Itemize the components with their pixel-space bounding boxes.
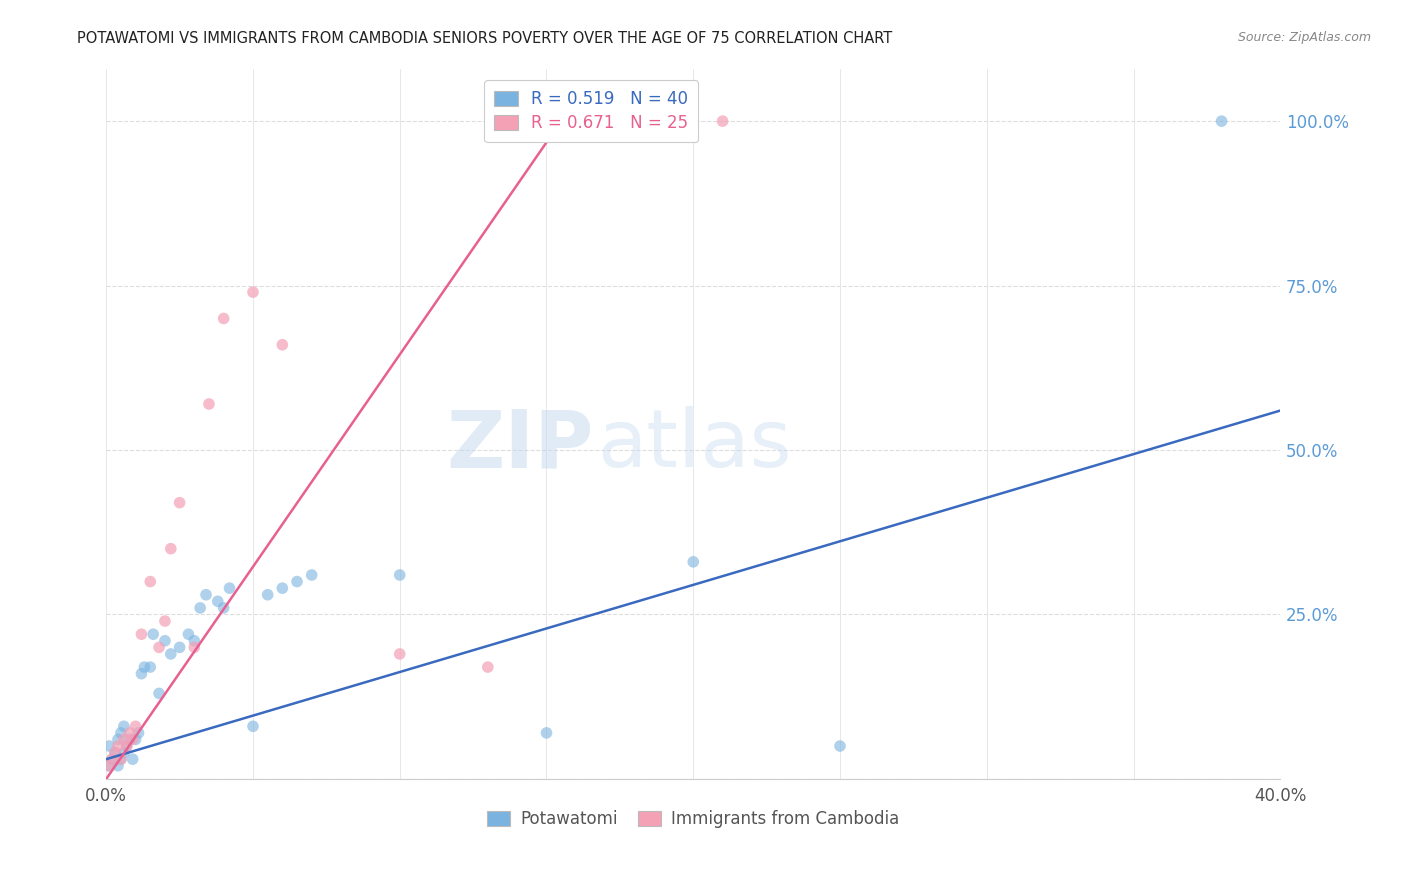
Point	[536, 726, 558, 740]
Point	[242, 285, 264, 300]
Point	[183, 633, 205, 648]
Point	[271, 581, 294, 595]
Point	[183, 640, 205, 655]
Point	[1211, 114, 1233, 128]
Point	[212, 311, 235, 326]
Point	[98, 758, 121, 772]
Point	[112, 732, 135, 747]
Point	[139, 574, 162, 589]
Point	[207, 594, 229, 608]
Point	[110, 726, 132, 740]
Point	[110, 752, 132, 766]
Point	[198, 397, 221, 411]
Point	[301, 568, 323, 582]
Point	[131, 627, 153, 641]
Point	[110, 752, 132, 766]
Point	[112, 746, 135, 760]
Point	[107, 732, 129, 747]
Point	[828, 739, 851, 753]
Legend: Potawatomi, Immigrants from Cambodia: Potawatomi, Immigrants from Cambodia	[481, 803, 905, 835]
Point	[271, 338, 294, 352]
Point	[218, 581, 240, 595]
Text: POTAWATOMI VS IMMIGRANTS FROM CAMBODIA SENIORS POVERTY OVER THE AGE OF 75 CORREL: POTAWATOMI VS IMMIGRANTS FROM CAMBODIA S…	[77, 31, 893, 46]
Point	[142, 627, 165, 641]
Point	[153, 614, 176, 628]
Text: Source: ZipAtlas.com: Source: ZipAtlas.com	[1237, 31, 1371, 45]
Text: ZIP: ZIP	[446, 406, 593, 484]
Point	[159, 647, 181, 661]
Point	[101, 752, 124, 766]
Point	[177, 627, 200, 641]
Point	[212, 600, 235, 615]
Point	[159, 541, 181, 556]
Point	[153, 633, 176, 648]
Point	[148, 686, 170, 700]
Point	[536, 114, 558, 128]
Point	[188, 600, 211, 615]
Point	[388, 647, 411, 661]
Point	[121, 732, 143, 747]
Point	[115, 739, 138, 753]
Point	[118, 726, 141, 740]
Point	[388, 568, 411, 582]
Point	[134, 660, 156, 674]
Point	[124, 719, 146, 733]
Point	[115, 739, 138, 753]
Point	[256, 588, 278, 602]
Point	[107, 739, 129, 753]
Point	[124, 732, 146, 747]
Point	[131, 666, 153, 681]
Point	[128, 726, 150, 740]
Point	[169, 496, 191, 510]
Point	[101, 752, 124, 766]
Point	[711, 114, 734, 128]
Point	[169, 640, 191, 655]
Point	[104, 746, 127, 760]
Point	[285, 574, 308, 589]
Point	[682, 555, 704, 569]
Point	[104, 746, 127, 760]
Point	[121, 752, 143, 766]
Point	[139, 660, 162, 674]
Point	[195, 588, 218, 602]
Point	[477, 660, 499, 674]
Text: atlas: atlas	[598, 406, 792, 484]
Point	[242, 719, 264, 733]
Point	[98, 758, 121, 772]
Point	[98, 739, 121, 753]
Point	[118, 732, 141, 747]
Point	[148, 640, 170, 655]
Point	[107, 758, 129, 772]
Point	[112, 719, 135, 733]
